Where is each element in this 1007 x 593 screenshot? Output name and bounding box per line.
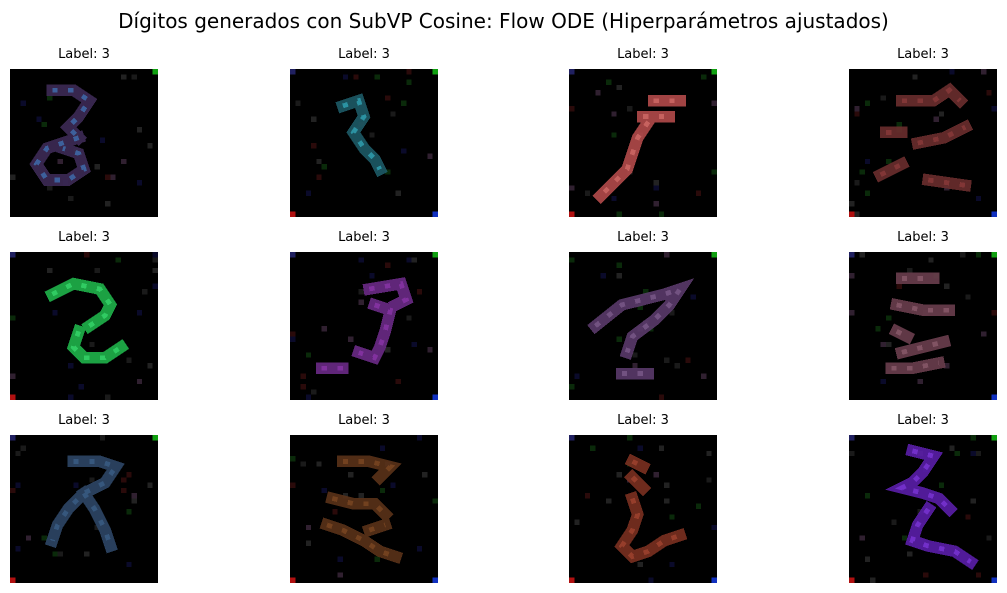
generated-digit-image xyxy=(849,69,997,217)
generated-digit-image xyxy=(569,252,717,400)
generated-digit-image xyxy=(10,69,158,217)
generated-digit-image xyxy=(569,435,717,583)
generated-digit-image xyxy=(10,435,158,583)
sample-label: Label: 3 xyxy=(338,413,390,428)
generated-digit-image xyxy=(290,435,438,583)
generated-digit-image xyxy=(849,435,997,583)
sample-label: Label: 3 xyxy=(58,230,110,245)
generated-digit-image xyxy=(849,252,997,400)
figure-title: Dígitos generados con SubVP Cosine: Flow… xyxy=(118,9,889,33)
generated-digit-image xyxy=(290,252,438,400)
sample-label: Label: 3 xyxy=(58,413,110,428)
sample-label: Label: 3 xyxy=(338,230,390,245)
sample-label: Label: 3 xyxy=(897,47,949,62)
sample-label: Label: 3 xyxy=(58,47,110,62)
sample-label: Label: 3 xyxy=(897,413,949,428)
sample-label: Label: 3 xyxy=(617,47,669,62)
generated-digit-image xyxy=(10,252,158,400)
sample-label: Label: 3 xyxy=(617,230,669,245)
sample-label: Label: 3 xyxy=(897,230,949,245)
generated-digit-image xyxy=(290,69,438,217)
sample-label: Label: 3 xyxy=(338,47,390,62)
generated-digit-image xyxy=(569,69,717,217)
sample-label: Label: 3 xyxy=(617,413,669,428)
